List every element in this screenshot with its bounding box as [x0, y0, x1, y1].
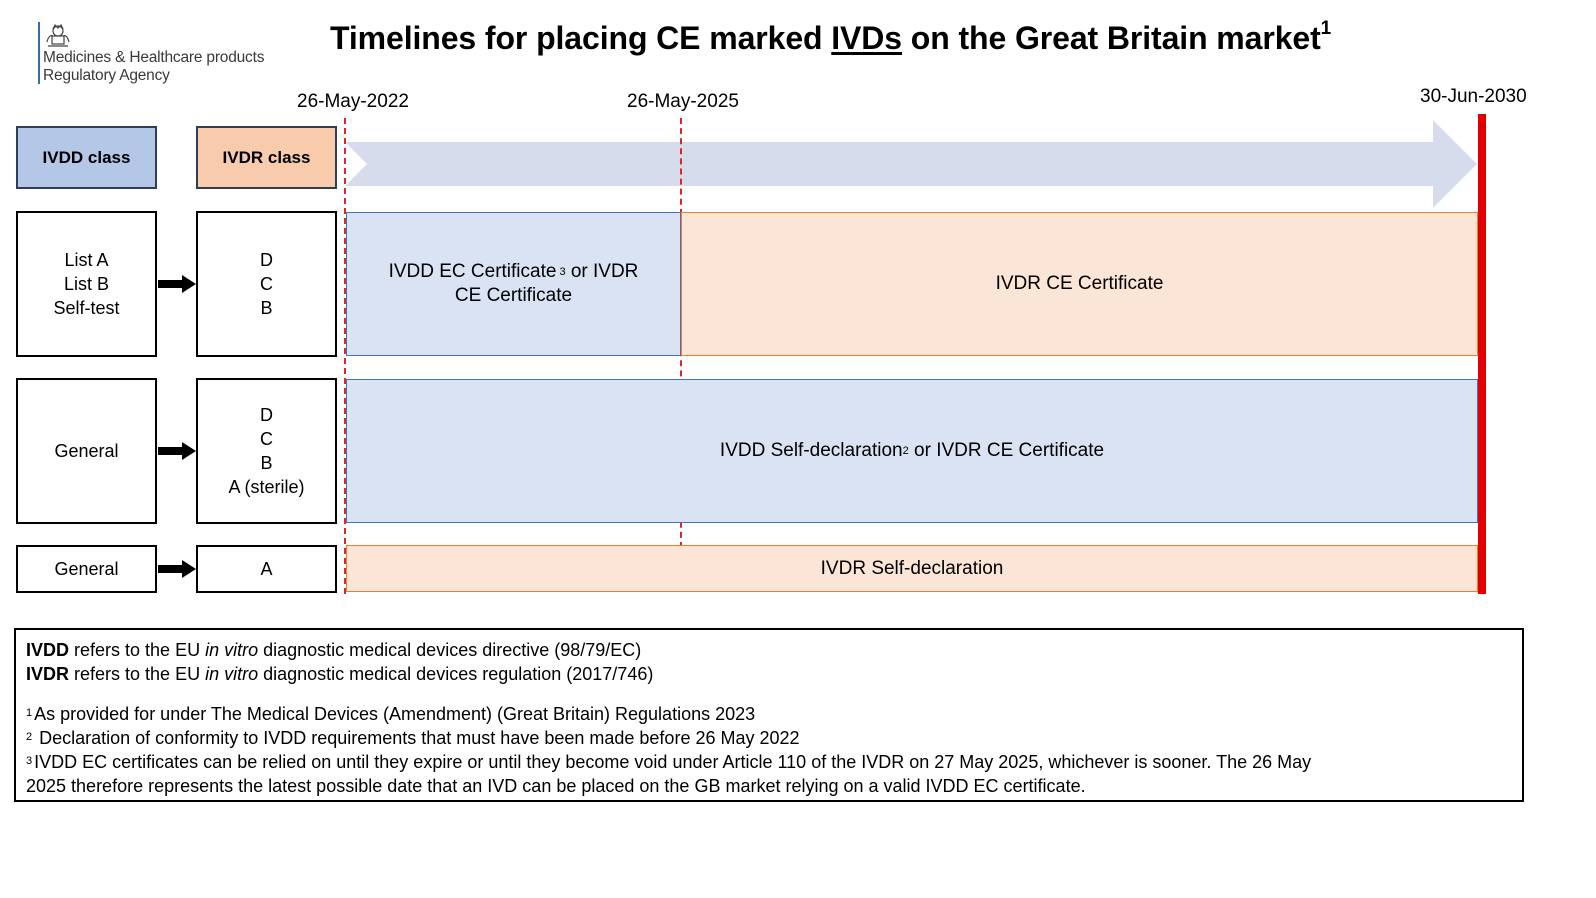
ivdd-class-box-row1: List A List B Self-test [16, 211, 157, 357]
date-start-line [344, 118, 346, 594]
band-line: CE Certificate [454, 285, 573, 306]
footnote-3: 3 IVDD EC certificates can be relied on u… [26, 752, 1312, 796]
date-end-label: 30-Jun-2030 [1420, 86, 1527, 107]
footnote-2: 2 Declaration of conformity to IVDD requ… [26, 728, 800, 748]
date-start-label: 26-May-2022 [297, 91, 409, 112]
band-ivdd-self-declaration-or-ivdr-ce: IVDD Self-declaration2 or IVDR CE Certif… [346, 379, 1478, 523]
class-label: Self-test [53, 298, 120, 318]
ivdr-class-box-row2: D C B A (sterile) [196, 378, 337, 524]
class-label: General [54, 559, 119, 579]
note-ivdd: IVDD refers to the EU in vitro diagnosti… [26, 640, 642, 660]
ivdr-class-header: IVDR class [196, 126, 337, 189]
ivdd-class-box-row2: General [16, 378, 157, 524]
band-ivdr-ce-certificate: IVDR CE Certificate [681, 212, 1478, 356]
deadline-line [1478, 114, 1486, 594]
class-label: A [260, 559, 273, 579]
date-mid-label: 26-May-2025 [627, 91, 739, 112]
band-ivdr-self-declaration: IVDR Self-declaration [346, 545, 1478, 592]
band-ivdd-ec-or-ivdr-ce: IVDD EC Certificate 3 or IVDR CE Certific… [346, 212, 681, 356]
class-label: List B [63, 274, 110, 294]
right-arrow-icon [158, 442, 196, 460]
class-label: C [260, 429, 273, 449]
timeline-arrow [345, 120, 1477, 208]
royal-crest-icon [46, 23, 70, 47]
right-arrow-icon [158, 560, 196, 578]
ivdr-class-box-row3: A [196, 545, 337, 593]
ivdd-class-header: IVDD class [16, 126, 157, 189]
notes-box: IVDD refers to the EU in vitro diagnosti… [14, 628, 1524, 802]
ivdr-class-box-row1: D C B [196, 211, 337, 357]
class-label: D [260, 250, 273, 270]
class-label: General [54, 441, 119, 461]
agency-name-line1: Medicines & Healthcare products [43, 49, 265, 66]
band-text: IVDD Self-declaration2 or IVDR CE Certif… [719, 440, 1105, 461]
class-label: D [260, 405, 273, 425]
band-line: IVDD EC Certificate 3 or IVDR [388, 261, 639, 282]
page-title: Timelines for placing CE marked IVDs on … [330, 18, 1332, 56]
class-label: List A [64, 250, 109, 270]
class-label: B [260, 298, 273, 318]
right-arrow-icon [158, 275, 196, 293]
band-text: IVDD EC Certificate 3 or IVDR CE Certific… [389, 260, 639, 308]
note-ivdr: IVDR refers to the EU in vitro diagnosti… [26, 664, 654, 684]
class-label: B [260, 453, 273, 473]
ivdd-class-box-row3: General [16, 545, 157, 593]
class-label: C [260, 274, 273, 294]
footnote-1: 1 As provided for under The Medical Devic… [26, 704, 756, 724]
spacer [26, 686, 1512, 702]
class-label: A (sterile) [228, 477, 305, 497]
logo-accent-bar [38, 22, 40, 84]
agency-name-line2: Regulatory Agency [43, 67, 170, 84]
